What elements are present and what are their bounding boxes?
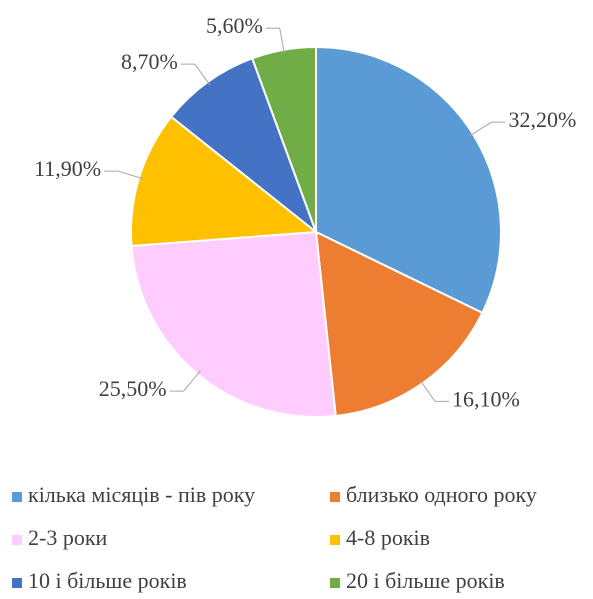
leader-line: [265, 27, 285, 54]
data-label: 11,90%: [34, 156, 101, 181]
legend-label: 4-8 років: [346, 525, 430, 550]
leader-line: [469, 121, 506, 137]
leader-line: [180, 63, 211, 86]
data-label: 25,50%: [99, 376, 167, 401]
data-label: 5,60%: [206, 13, 263, 38]
leader-line: [419, 379, 450, 402]
legend-swatch: [330, 578, 340, 588]
legend-swatch: [12, 535, 22, 545]
legend-swatch: [12, 492, 22, 502]
legend-label: кілька місяців - пів року: [28, 482, 255, 507]
legend-swatch: [330, 535, 340, 545]
data-label: 32,20%: [508, 107, 576, 132]
leader-line: [104, 170, 144, 180]
legend-label: близько одного року: [346, 482, 537, 507]
data-label: 16,10%: [452, 386, 520, 411]
legend-label: 2-3 роки: [28, 525, 108, 550]
legend-swatch: [12, 578, 22, 588]
legend-label: 10 і більше років: [28, 568, 187, 593]
data-label: 8,70%: [121, 49, 178, 74]
leader-line: [169, 370, 201, 392]
legend-label: 20 і більше років: [346, 568, 505, 593]
legend-swatch: [330, 492, 340, 502]
